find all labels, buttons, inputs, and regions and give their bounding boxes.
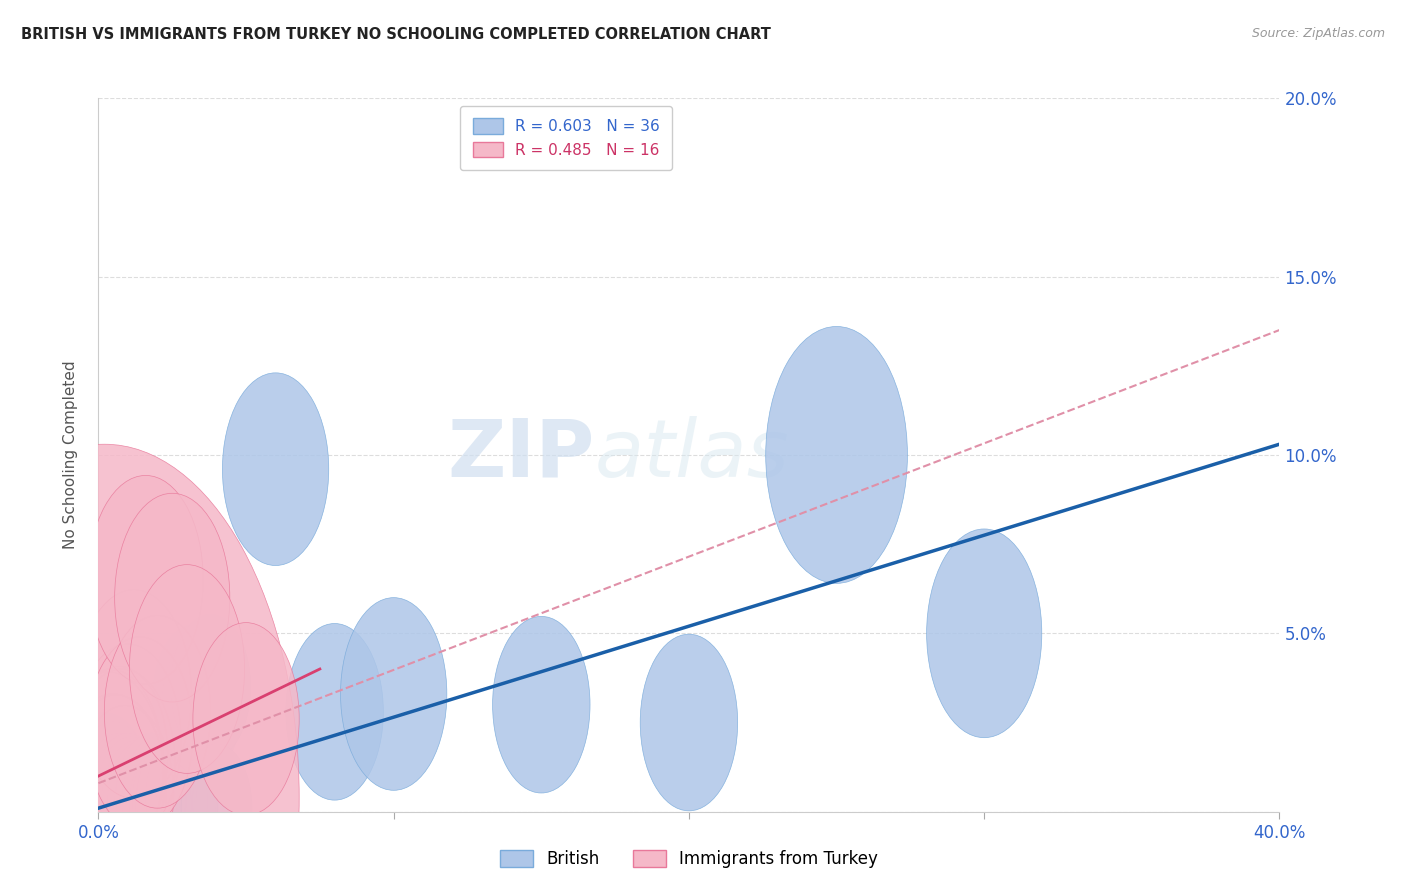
- Ellipse shape: [135, 748, 197, 861]
- Ellipse shape: [69, 669, 176, 862]
- Ellipse shape: [49, 672, 165, 880]
- Ellipse shape: [94, 748, 156, 861]
- Ellipse shape: [115, 745, 177, 857]
- Ellipse shape: [76, 706, 174, 882]
- Ellipse shape: [107, 740, 179, 869]
- Ellipse shape: [129, 565, 245, 773]
- Ellipse shape: [80, 737, 152, 865]
- Ellipse shape: [132, 745, 194, 857]
- Ellipse shape: [67, 725, 148, 870]
- Ellipse shape: [67, 695, 165, 871]
- Ellipse shape: [115, 493, 229, 702]
- Ellipse shape: [222, 373, 329, 566]
- Text: BRITISH VS IMMIGRANTS FROM TURKEY NO SCHOOLING COMPLETED CORRELATION CHART: BRITISH VS IMMIGRANTS FROM TURKEY NO SCH…: [21, 27, 770, 42]
- Y-axis label: No Schooling Completed: No Schooling Completed: [63, 360, 77, 549]
- Ellipse shape: [162, 632, 242, 777]
- Ellipse shape: [0, 444, 299, 892]
- Ellipse shape: [170, 615, 250, 759]
- Ellipse shape: [104, 615, 211, 808]
- Text: Source: ZipAtlas.com: Source: ZipAtlas.com: [1251, 27, 1385, 40]
- Ellipse shape: [60, 694, 166, 887]
- Ellipse shape: [118, 745, 180, 857]
- Legend: British, Immigrants from Turkey: British, Immigrants from Turkey: [494, 843, 884, 875]
- Ellipse shape: [73, 722, 153, 866]
- Ellipse shape: [89, 475, 204, 684]
- Ellipse shape: [193, 623, 299, 815]
- Ellipse shape: [87, 737, 157, 865]
- Ellipse shape: [181, 744, 252, 872]
- Text: ZIP: ZIP: [447, 416, 595, 494]
- Ellipse shape: [76, 590, 191, 798]
- Ellipse shape: [75, 644, 181, 837]
- Ellipse shape: [84, 733, 155, 862]
- Ellipse shape: [153, 625, 233, 770]
- Ellipse shape: [93, 733, 163, 862]
- Ellipse shape: [117, 733, 187, 862]
- Ellipse shape: [146, 733, 217, 862]
- Ellipse shape: [136, 737, 208, 865]
- Ellipse shape: [103, 745, 165, 857]
- Ellipse shape: [156, 748, 218, 861]
- Ellipse shape: [101, 740, 173, 869]
- Ellipse shape: [927, 529, 1042, 738]
- Ellipse shape: [124, 745, 186, 857]
- Ellipse shape: [108, 745, 170, 857]
- Text: atlas: atlas: [595, 416, 789, 494]
- Ellipse shape: [87, 637, 193, 830]
- Ellipse shape: [640, 634, 738, 811]
- Ellipse shape: [96, 737, 166, 865]
- Ellipse shape: [766, 326, 907, 583]
- Ellipse shape: [340, 598, 447, 790]
- Ellipse shape: [70, 666, 167, 843]
- Ellipse shape: [75, 740, 146, 869]
- Ellipse shape: [492, 616, 591, 793]
- Ellipse shape: [129, 748, 191, 861]
- Ellipse shape: [285, 624, 384, 800]
- Ellipse shape: [122, 737, 193, 865]
- Ellipse shape: [58, 669, 163, 862]
- Ellipse shape: [56, 713, 153, 889]
